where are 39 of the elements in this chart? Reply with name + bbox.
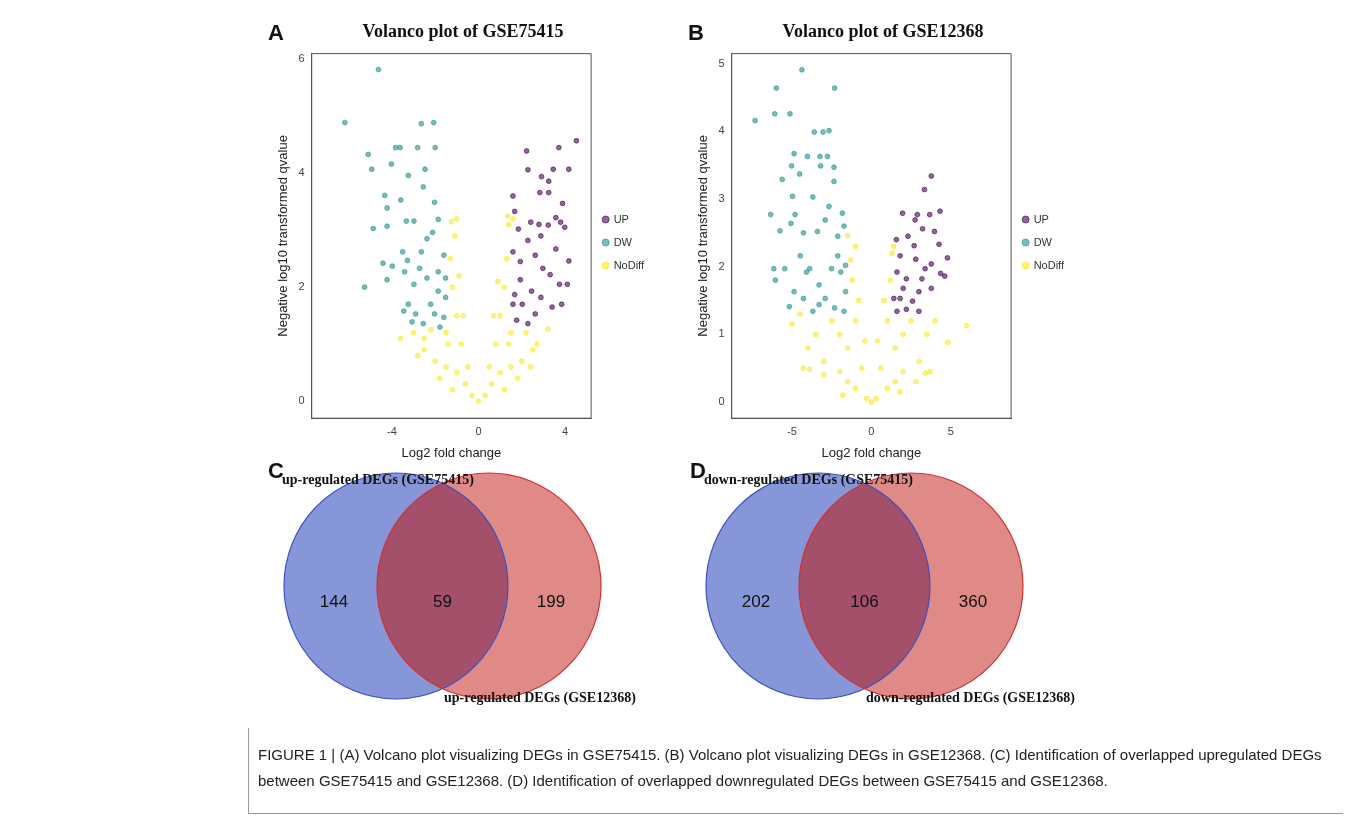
text: B [688,20,704,46]
y-tick-label: 4 [298,166,305,179]
legend-label: DW [613,235,633,248]
x-tick-label: -4 [386,424,397,437]
chart-title: Volanco plot of GSE75415 [362,21,564,42]
y-tick-label: 0 [718,395,725,407]
x-axis-title: Log2 fold change [821,444,922,460]
legend-label: DW [1033,235,1053,248]
y-tick-label: 3 [718,192,725,205]
x-tick-label: -5 [787,424,797,437]
data-label: 106 [850,591,879,611]
x-tick-label: 4 [562,424,569,437]
y-tick-label: 6 [298,52,305,65]
legend-label: UP [1033,212,1049,225]
x-tick-label: 5 [947,424,954,437]
text: A [268,20,284,46]
legend-label: NoDiff [613,258,645,271]
data-label: 202 [741,591,771,611]
data-label: 360 [958,591,988,611]
y-tick-label: 1 [718,327,725,340]
legend-label: NoDiff [1033,258,1065,271]
x-axis-title: Log2 fold change [401,444,502,460]
y-tick-label: 5 [718,56,725,69]
y-axis-title: Negative log10 transformed qvalue [275,135,291,337]
y-tick-label: 2 [298,280,305,293]
legend-label: UP [613,212,629,225]
data-label: 199 [536,591,566,611]
data-label: 59 [433,591,452,611]
y-axis-title: Negative log10 transformed qvalue [695,135,711,337]
y-tick-label: 0 [298,394,305,407]
data-label: 144 [319,591,349,611]
chart-title: Volanco plot of GSE12368 [782,21,984,42]
y-tick-label: 2 [718,259,725,272]
x-tick-label: 0 [868,424,875,437]
text: up-regulated DEGs (GSE12368) [444,689,637,706]
y-tick-label: 4 [718,124,725,137]
caption: FIGURE 1 | (A) Volcano plot visualizing DEGs in GSE75415. (B) Volcano plot visualizing DEGs in GSE12368. (C) Identification of overlapped upregulated DEGs between GSE75415 and GSE12368. (D) Identification of overlapped downregulated DEGs between GSE75415 and GSE12368. [258,745,1323,791]
x-tick-label: 0 [475,424,482,437]
text: C [268,458,284,483]
